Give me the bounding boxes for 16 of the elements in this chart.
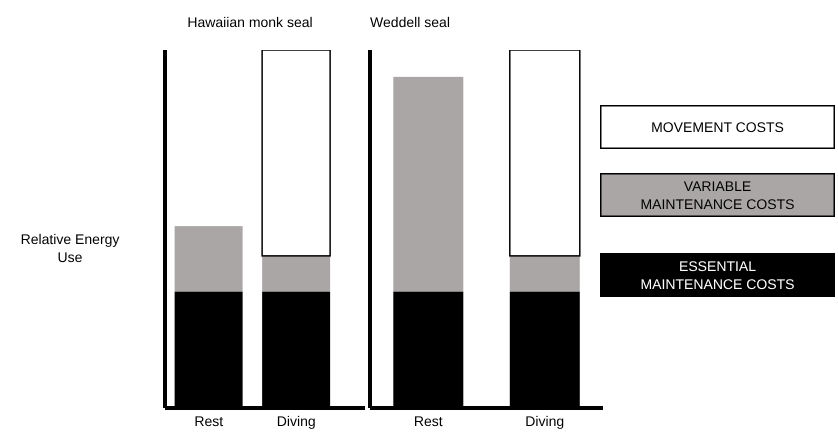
bar — [262, 256, 330, 292]
bar — [510, 256, 580, 292]
x-tick-label: Rest — [414, 412, 443, 429]
chart-title: Hawaiian monk seal — [186, 14, 314, 30]
text: ESSENTIAL MAINTENANCE COSTS — [639, 257, 796, 293]
bar — [174, 226, 243, 292]
bar — [393, 76, 464, 292]
chart-title: Weddell seal — [370, 14, 450, 30]
x-tick-label: Diving — [276, 412, 316, 429]
y-axis-title: Relative Energy Use — [20, 230, 120, 266]
x-tick-label: Rest — [194, 412, 224, 429]
bar — [261, 50, 331, 257]
bar — [509, 50, 581, 257]
x-tick-label: Diving — [525, 412, 564, 429]
text: MOVEMENT COSTS — [651, 118, 784, 136]
text: VARIABLE MAINTENANCE COSTS — [639, 177, 796, 213]
